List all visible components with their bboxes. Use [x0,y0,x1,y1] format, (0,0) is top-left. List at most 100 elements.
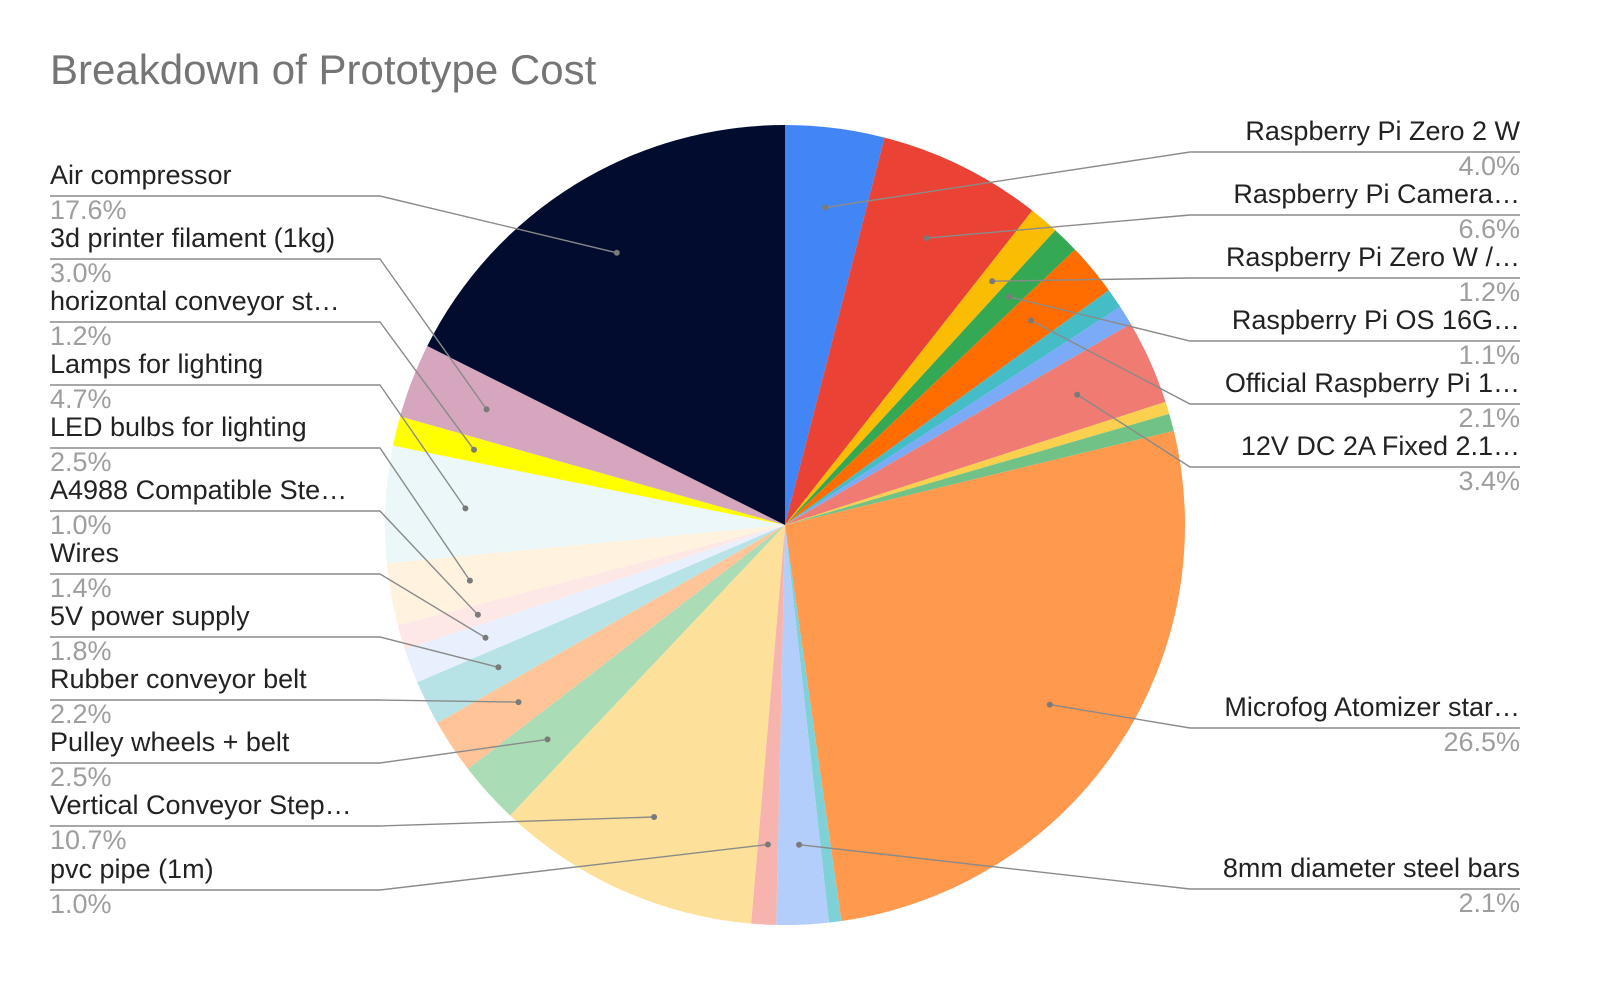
slice-percent: 1.1% [1458,340,1520,370]
slice-percent: 3.0% [50,258,112,288]
slice-label: Air compressor [50,160,232,190]
slice-label: Pulley wheels + belt [50,727,290,757]
pie-slice-12v-dc-2a-fixed-2-1[interactable] [785,323,1166,525]
slice-percent: 10.7% [50,825,127,855]
slice-percent: 6.6% [1458,214,1520,244]
pie-slice-led-bulbs-for-lighting[interactable] [386,525,785,626]
pie-slice-air-compressor[interactable] [427,125,785,525]
slice-percent: 2.1% [1458,403,1520,433]
slice-label: 3d printer filament (1kg) [50,223,335,253]
leader-line [50,510,479,616]
slice-labels: Raspberry Pi Zero 2 W 4.0%Raspberry Pi Ca… [50,116,1521,919]
pie-slice-8mm-diameter-steel-bars[interactable] [776,525,829,925]
pie-slice-raspberry-pi-zero-2-w[interactable] [785,125,885,525]
pie-slice-raspberry-pi-zero-w[interactable] [785,210,1056,525]
leader-dot [1006,293,1013,300]
slice-percent: 1.0% [50,510,112,540]
slice-label: Raspberry Pi Zero W /… [1226,242,1520,272]
slice-percent: 3.4% [1458,466,1520,496]
leader-dot [482,634,489,641]
slice-label: horizontal conveyor st… [50,286,340,316]
slice-percent: 2.5% [50,762,112,792]
leader-line [50,195,617,254]
leader-dot [989,278,996,285]
leader-line [50,816,655,827]
leader-dot [471,446,477,453]
pie-slice-pulley-wheels-belt[interactable] [467,525,785,816]
leader-dot [613,249,620,256]
leader-dot [515,699,522,706]
leader-dot [651,814,658,820]
slice-percent: 2.2% [50,699,112,729]
slice-percent: 1.4% [50,573,112,603]
leader-dot [466,577,473,584]
slice-label: Rubber conveyor belt [50,664,307,694]
slice-label: Wires [50,538,119,568]
leader-line [799,844,1520,890]
pie-slice-pvc-pipe-1m[interactable] [751,525,785,925]
slice-label: Vertical Conveyor Step… [50,790,352,820]
leader-line [50,573,486,639]
pie-slice-unlabeled-8[interactable] [785,401,1170,525]
pie-slice-raspberry-pi-os-16g[interactable] [785,230,1076,525]
slice-label: 5V power supply [50,601,250,631]
slice-percent: 2.1% [1458,888,1520,918]
pie-slice-wires[interactable] [404,525,785,683]
leader-dot [462,505,469,512]
slice-percent: 1.0% [50,889,112,919]
slice-label: A4988 Compatible Ste… [50,475,347,505]
pie-slice-lamps-for-lighting[interactable] [385,445,785,564]
pie-slice-unlabeled-11[interactable] [785,525,842,923]
slice-percent: 4.0% [1458,151,1520,181]
leader-dot [474,611,481,618]
leader-line [1030,319,1520,405]
leader-line [50,738,548,764]
leader-line [992,277,1520,282]
leader-line [1076,394,1520,468]
pie-slice-vertical-conveyor-step[interactable] [510,525,785,924]
slice-label: Lamps for lighting [50,349,263,379]
leader-line [50,636,499,668]
leader-dot [483,406,490,413]
leader-line [1009,296,1520,342]
leader-line [50,258,488,410]
leader-lines [50,151,1520,891]
leader-dot [1028,317,1035,324]
slice-percent: 2.5% [50,447,112,477]
pie-slice-horizontal-conveyor-st[interactable] [392,416,785,525]
leader-dot [923,235,930,242]
leader-line [50,321,475,451]
leader-line [50,447,471,581]
leader-line [926,214,1520,239]
leader-line [50,384,466,509]
slice-percent: 17.6% [50,195,127,225]
leader-dot [495,664,502,671]
slice-label: Microfog Atomizer star… [1224,692,1520,722]
slice-label: Raspberry Pi OS 16G… [1232,305,1520,335]
pie-slice-rubber-conveyor-belt[interactable] [437,525,785,769]
slice-percent: 1.2% [1458,277,1520,307]
slice-percent: 1.2% [50,321,112,351]
pie-slice-5v-power-supply[interactable] [417,525,785,723]
leader-line [50,699,519,703]
slice-percent: 26.5% [1443,727,1520,757]
leader-dot [1074,391,1081,398]
pie-slice-unlabeled-9[interactable] [785,413,1174,525]
slice-label: 8mm diameter steel bars [1223,853,1520,883]
pie-slice-official-raspberry-pi-1[interactable] [785,249,1109,525]
pie-slice-unlabeled-6[interactable] [785,306,1131,525]
slice-label: LED bulbs for lighting [50,412,307,442]
leader-line [824,151,1520,209]
leader-line [1049,703,1520,729]
pie-slice-microfog-atomizer-star[interactable] [785,430,1186,921]
leader-dot [822,204,829,211]
leader-line [50,843,768,891]
pie-slice-unlabeled-5[interactable] [785,290,1121,525]
leader-dot [764,841,771,848]
slice-percent: 4.7% [50,384,112,414]
slice-label: pvc pipe (1m) [50,854,214,884]
pie-slice-3d-printer-filament-1kg[interactable] [400,346,785,525]
pie-slice-a4988-compatible-ste[interactable] [397,525,785,650]
pie-slices [385,125,1186,925]
